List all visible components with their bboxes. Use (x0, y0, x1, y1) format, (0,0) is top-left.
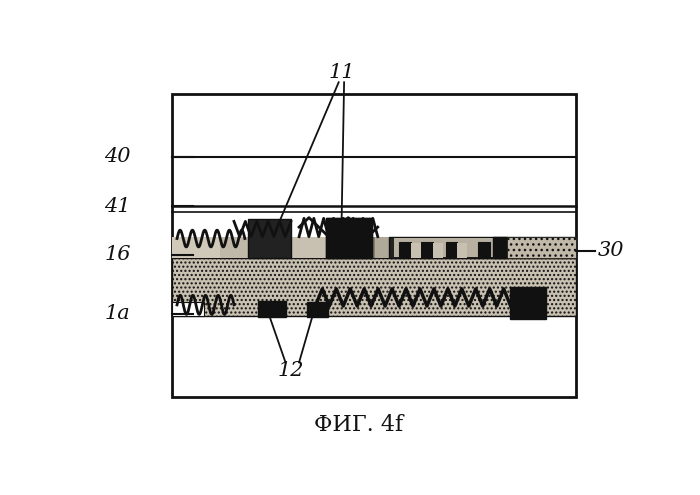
Bar (433, 243, 443, 257)
Bar (412, 243, 421, 257)
Bar (507, 237, 575, 258)
Text: 1a: 1a (104, 304, 130, 323)
Text: 41: 41 (104, 197, 131, 216)
Bar (446, 243, 458, 258)
Bar (494, 237, 507, 258)
Bar (172, 258, 575, 315)
Bar (220, 237, 248, 258)
Bar (172, 302, 204, 315)
Bar (389, 237, 575, 258)
Bar (291, 237, 326, 258)
Text: 30: 30 (598, 241, 624, 260)
Bar (510, 287, 547, 319)
Bar (326, 218, 372, 258)
Bar (248, 219, 291, 258)
Text: ФИГ. 4f: ФИГ. 4f (314, 414, 403, 436)
Bar (458, 243, 468, 257)
Bar (307, 302, 328, 317)
Bar (172, 237, 242, 258)
Bar (258, 301, 286, 317)
Bar (172, 237, 575, 258)
Text: 11: 11 (328, 63, 355, 82)
Text: 12: 12 (278, 360, 304, 380)
Bar (478, 243, 490, 258)
Bar (172, 94, 575, 396)
Text: 40: 40 (104, 147, 131, 166)
Text: 16: 16 (104, 245, 131, 264)
Bar (291, 237, 375, 258)
Bar (421, 243, 433, 258)
Bar (400, 243, 412, 258)
Bar (394, 238, 570, 257)
Bar (326, 218, 372, 258)
